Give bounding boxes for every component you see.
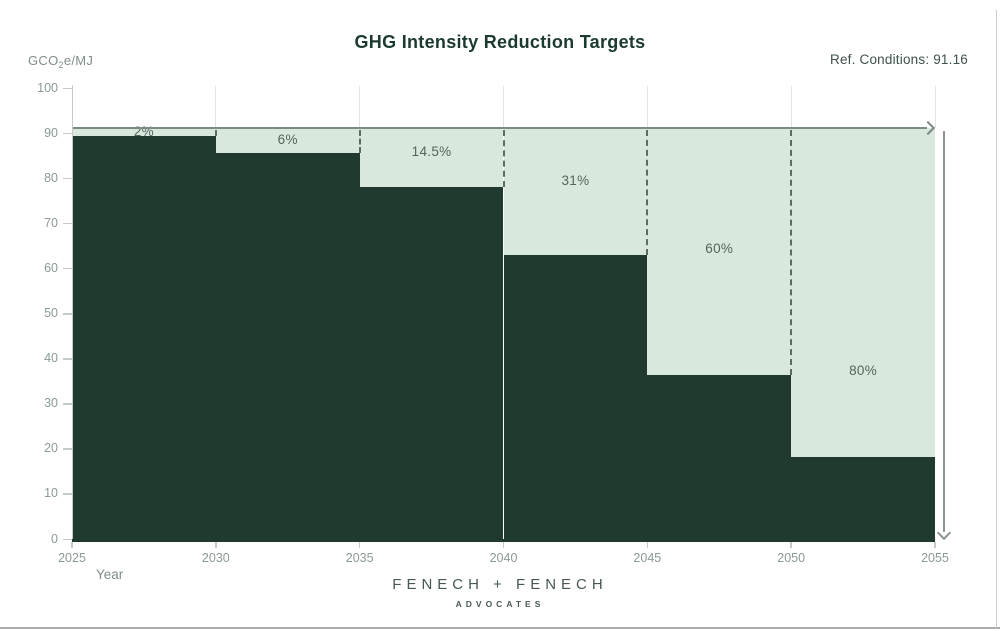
step-dashed-line <box>790 129 793 375</box>
step-dashed-line <box>214 129 217 137</box>
y-tick-label: 90 <box>44 125 58 140</box>
intensity-bar <box>359 187 504 539</box>
reduction-label: 60% <box>705 240 734 256</box>
grid-line <box>215 86 217 128</box>
grid-line <box>790 86 792 128</box>
y-tick-label: 30 <box>44 396 58 411</box>
reduction-arrow-down-icon <box>936 525 952 541</box>
y-tick <box>63 177 72 180</box>
grid-line <box>359 86 361 128</box>
y-tick <box>63 267 72 270</box>
x-tick-label: 2030 <box>201 551 230 565</box>
x-tick <box>646 541 649 548</box>
step-dashed-line <box>646 129 649 256</box>
reduction-band-segment <box>215 127 360 153</box>
x-axis-title: Year <box>96 567 124 582</box>
y-tick-label: 70 <box>44 215 58 230</box>
reduction-band-segment <box>647 127 792 375</box>
intensity-bar <box>215 152 360 539</box>
x-tick <box>790 541 792 548</box>
reduction-label: 6% <box>277 132 298 148</box>
x-tick-label: 2050 <box>777 551 806 565</box>
y-axis-line <box>71 85 73 539</box>
y-tick <box>63 132 72 135</box>
reduction-band-segment <box>72 127 216 137</box>
frame-right-border <box>996 10 997 628</box>
y-tick-label: 80 <box>44 170 58 185</box>
x-tick-label: 2035 <box>345 551 374 565</box>
y-tick-label: 10 <box>44 486 58 501</box>
reduction-label: 80% <box>849 363 878 379</box>
y-tick-label: 20 <box>44 441 58 456</box>
reduction-band-segment <box>359 127 504 188</box>
reference-conditions-label: Ref. Conditions: 91.16 <box>830 52 968 67</box>
x-tick-label: 2055 <box>921 551 949 565</box>
x-tick <box>934 541 936 548</box>
x-tick <box>215 541 217 548</box>
y-tick <box>63 403 72 405</box>
intensity-bar <box>72 136 216 539</box>
x-axis-line <box>72 539 935 542</box>
y-tick-label: 100 <box>37 80 58 95</box>
y-tick <box>63 222 72 225</box>
y-tick-label: 0 <box>51 531 58 546</box>
reduction-band-segment <box>791 127 935 457</box>
y-tick <box>63 87 72 89</box>
y-tick-label: 60 <box>44 260 58 275</box>
footer-brand-logo: FENECH + FENECH <box>392 576 608 593</box>
x-tick <box>71 541 73 548</box>
reduction-label: 31% <box>561 173 590 189</box>
y-tick-label: 40 <box>44 351 58 366</box>
y-axis-title-post: e/MJ <box>63 53 94 68</box>
reduction-label: 14.5% <box>411 143 452 159</box>
intensity-bar <box>647 374 792 539</box>
y-tick-label: 50 <box>44 306 58 320</box>
reference-line <box>72 126 927 129</box>
grid-line <box>646 86 648 128</box>
x-tick-label: 2045 <box>633 551 662 565</box>
x-tick <box>502 541 505 548</box>
step-dashed-line <box>502 129 505 188</box>
intensity-bar <box>503 255 648 539</box>
frame-bottom-border <box>0 627 1000 629</box>
y-axis-title-pre: GCO <box>28 53 59 68</box>
x-tick <box>358 541 361 548</box>
y-tick <box>63 538 72 540</box>
y-axis-title: GCO2e/MJ <box>28 53 93 70</box>
grid-line <box>503 86 504 128</box>
x-tick-label: 2025 <box>58 551 86 565</box>
y-tick <box>63 493 72 495</box>
y-tick <box>63 313 72 315</box>
x-tick-label: 2040 <box>489 551 518 565</box>
step-dashed-line <box>358 129 361 153</box>
grid-line <box>934 86 936 128</box>
reduction-arrow-line <box>943 130 945 532</box>
y-axis-title-subscript: 2 <box>58 60 64 70</box>
intensity-bar <box>791 456 935 539</box>
footer-tagline: ADVOCATES <box>455 599 545 609</box>
chart-title: GHG Intensity Reduction Targets <box>354 32 646 52</box>
y-tick <box>63 358 72 360</box>
reduction-band-segment <box>503 127 648 256</box>
y-tick <box>63 448 72 450</box>
